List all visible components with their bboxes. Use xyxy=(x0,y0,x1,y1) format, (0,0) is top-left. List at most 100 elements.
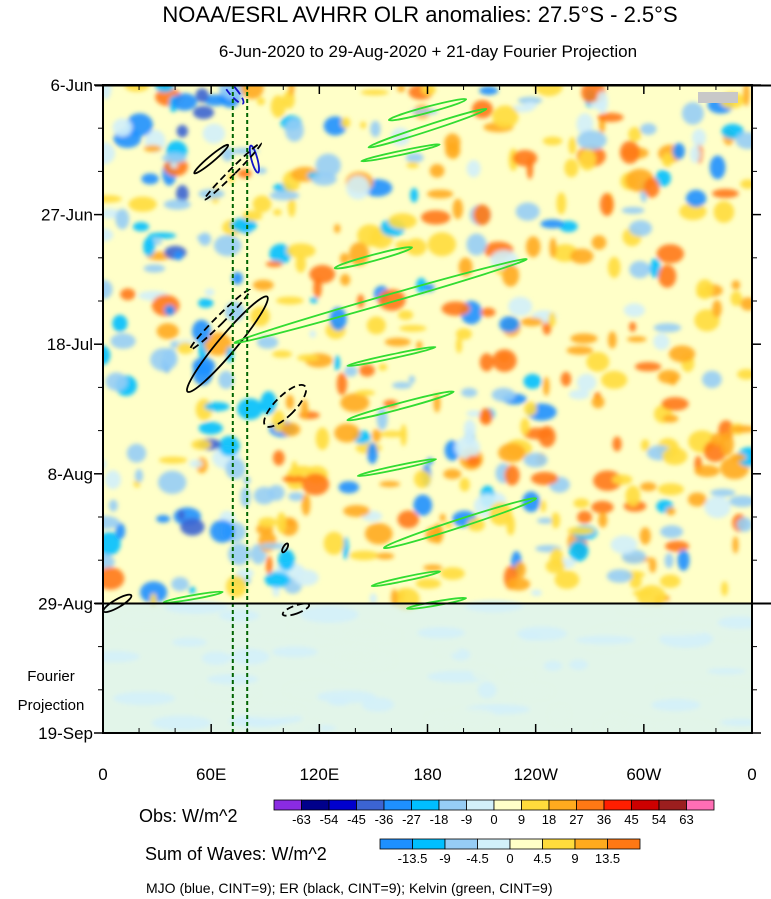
positive-anomaly-patch xyxy=(399,324,427,332)
reference-longitude-lines xyxy=(231,85,249,733)
kelvin-wave-contour xyxy=(367,107,488,149)
positive-anomaly-patch xyxy=(272,450,285,466)
negative-anomaly-patch xyxy=(176,124,188,138)
positive-anomaly-patch xyxy=(288,85,295,96)
positive-anomaly-patch xyxy=(291,460,298,478)
negative-anomaly-patch xyxy=(198,232,212,246)
positive-anomaly-patch xyxy=(523,427,552,440)
negative-anomaly-patch xyxy=(523,452,548,468)
positive-anomaly-patch xyxy=(556,192,567,215)
x-tick-label: 60E xyxy=(196,765,226,784)
positive-anomaly-patch xyxy=(443,468,462,480)
negative-anomaly-patch xyxy=(499,316,520,333)
positive-anomaly-patch xyxy=(379,430,406,438)
positive-anomaly-patch xyxy=(607,256,621,278)
positive-anomaly-patch xyxy=(390,589,398,606)
positive-anomaly-patch xyxy=(619,140,640,164)
colorbar-level-label: 54 xyxy=(652,812,666,827)
positive-anomaly-patch xyxy=(591,500,614,514)
positive-anomaly-patch xyxy=(694,309,720,332)
negative-anomaly-patch xyxy=(664,553,674,569)
obs-colorbar: -63 -54 -45 -36 -27 -18 -9 0 9 18 27 36 45 54 63 xyxy=(273,799,715,827)
negative-anomaly-patch xyxy=(621,206,645,214)
negative-anomaly-patch xyxy=(164,305,176,316)
positive-anomaly-patch xyxy=(295,255,306,273)
negative-anomaly-patch xyxy=(568,540,589,562)
positive-anomaly-patch xyxy=(281,422,301,437)
colorbar-swatch xyxy=(444,838,478,850)
negative-anomaly-patch xyxy=(323,116,347,136)
positive-anomaly-patch xyxy=(593,470,623,491)
x-tick-label: 180 xyxy=(413,765,441,784)
positive-anomaly-patch xyxy=(282,475,306,483)
positive-anomaly-patch xyxy=(240,85,264,100)
negative-anomaly-patch xyxy=(103,345,111,365)
positive-anomaly-patch xyxy=(359,364,375,377)
positive-anomaly-patch xyxy=(560,371,572,387)
positive-anomaly-patch xyxy=(687,492,707,507)
colorbar-level-label: 9 xyxy=(571,851,578,866)
positive-anomaly-patch xyxy=(258,530,277,553)
negative-anomaly-patch xyxy=(195,88,209,103)
negative-anomaly-patch xyxy=(479,86,499,96)
positive-anomaly-patch xyxy=(498,443,526,463)
negative-anomaly-patch xyxy=(237,398,263,420)
negative-anomaly-patch xyxy=(269,190,300,201)
negative-anomaly-patch xyxy=(685,189,707,208)
negative-anomaly-patch xyxy=(702,370,722,389)
positive-anomaly-patch xyxy=(309,265,336,284)
positive-anomaly-patch xyxy=(258,517,277,528)
negative-anomaly-patch xyxy=(285,118,304,142)
positive-anomaly-patch xyxy=(578,148,596,171)
colorbar-swatch xyxy=(607,838,641,850)
positive-anomaly-patch xyxy=(429,164,445,178)
positive-anomaly-patch xyxy=(421,85,436,96)
colorbar-swatch xyxy=(273,799,302,811)
positive-anomaly-patch xyxy=(662,447,688,466)
colorbar-level-label: 45 xyxy=(624,812,638,827)
y-tick-label: 6-Jun xyxy=(50,76,93,95)
negative-anomaly-patch xyxy=(105,372,128,391)
negative-anomaly-patch xyxy=(177,509,185,521)
positive-anomaly-patch xyxy=(340,117,351,129)
er-wave-contour xyxy=(203,142,263,201)
negative-anomaly-patch xyxy=(198,421,223,435)
colorbar-swatch xyxy=(574,838,608,850)
colorbar-level-label: 27 xyxy=(569,812,583,827)
negative-anomaly-patch xyxy=(156,515,171,523)
positive-anomaly-patch xyxy=(315,427,330,451)
positive-anomaly-patch xyxy=(480,307,496,317)
colorbar-level-label: -9 xyxy=(461,812,473,827)
negative-anomaly-patch xyxy=(681,102,704,125)
positive-anomaly-patch xyxy=(662,414,679,423)
positive-anomaly-patch xyxy=(548,312,556,327)
negative-anomaly-patch xyxy=(134,469,144,483)
plot-area xyxy=(103,85,752,733)
waves-colorbar: -13.5 -9 -4.5 0 4.5 9 13.5 xyxy=(379,838,641,866)
negative-anomaly-patch xyxy=(150,348,178,372)
positive-anomaly-patch xyxy=(272,410,285,433)
colorbar-level-label: -27 xyxy=(402,812,421,827)
colorbar-swatch xyxy=(509,838,543,850)
positive-anomaly-patch xyxy=(297,354,319,362)
x-tick-label: 0 xyxy=(98,765,107,784)
negative-anomaly-patch xyxy=(218,370,235,389)
negative-anomaly-patch xyxy=(277,549,295,571)
er-wave-contour xyxy=(281,542,290,554)
negative-anomaly-patch xyxy=(189,459,203,468)
positive-anomaly-patch xyxy=(659,574,681,588)
negative-anomaly-patch xyxy=(126,443,147,463)
negative-anomaly-patch xyxy=(370,120,381,138)
negative-anomaly-patch xyxy=(576,373,597,392)
positive-anomaly-patch xyxy=(629,321,637,332)
negative-anomaly-patch xyxy=(198,189,225,199)
negative-anomaly-patch xyxy=(413,494,433,516)
kelvin-wave-contour xyxy=(387,98,468,122)
positive-anomaly-patch xyxy=(740,297,752,311)
negative-anomaly-patch xyxy=(623,303,646,318)
positive-anomaly-patch xyxy=(649,557,657,573)
positive-anomaly-patch xyxy=(634,362,662,372)
positive-anomaly-patch xyxy=(225,575,247,598)
negative-anomaly-patch xyxy=(540,219,565,229)
positive-anomaly-patch xyxy=(156,323,179,340)
